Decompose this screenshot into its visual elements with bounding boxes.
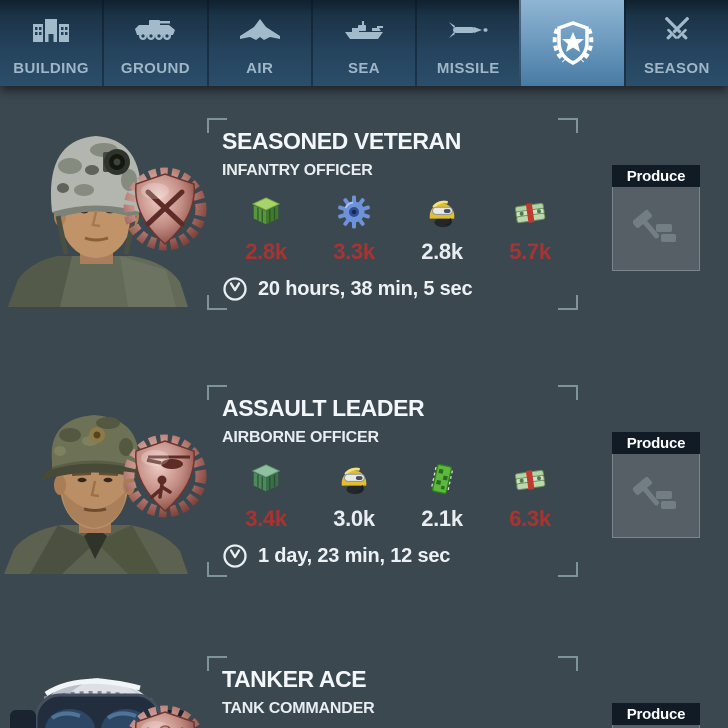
cost-value: 2.8k	[245, 239, 287, 264]
tab-building-label: BUILDING	[13, 60, 89, 77]
officer-class: TANK COMMANDER	[222, 700, 375, 717]
officer-card-tanker-ace[interactable]: TANKER ACE TANK COMMANDER	[0, 650, 728, 728]
tab-air[interactable]: AIR	[206, 0, 311, 86]
frame-corner	[558, 118, 578, 133]
frame-corner	[207, 656, 227, 671]
production-timer: 20 hours, 38 min, 5 sec	[222, 276, 578, 302]
frame-corner	[207, 385, 227, 400]
building-icon	[0, 12, 102, 48]
officer-name: TANKER ACE	[222, 666, 367, 692]
officer-badge-icon	[546, 16, 600, 70]
tank-commander-portrait	[10, 678, 186, 728]
tab-building[interactable]: BUILDING	[0, 0, 102, 86]
timer-text: 20 hours, 38 min, 5 sec	[258, 277, 473, 300]
tab-sea[interactable]: SEA	[310, 0, 415, 86]
frame-corner	[207, 295, 227, 310]
gear-icon	[310, 193, 398, 231]
cost-value: 3.0k	[333, 506, 375, 531]
clock-icon	[223, 277, 247, 301]
produce-module: Produce	[612, 432, 700, 538]
card-frame	[207, 385, 578, 577]
cost-electronics: 2.1k	[398, 460, 486, 532]
cost-value: 6.3k	[509, 506, 551, 531]
cost-value: 2.8k	[421, 239, 463, 264]
frame-corner	[558, 295, 578, 310]
missile-icon	[417, 12, 519, 48]
cost-supplies: 3.4k	[222, 460, 310, 532]
infantry-officer-portrait	[8, 136, 188, 307]
supply-crate-icon	[222, 193, 310, 231]
frame-corner	[558, 562, 578, 577]
infantry-medal	[123, 167, 207, 251]
tab-sea-label: SEA	[347, 60, 380, 77]
timer-text: 1 day, 23 min, 12 sec	[258, 544, 451, 567]
crossed-swords-icon	[626, 12, 728, 48]
officer-card-seasoned-veteran[interactable]: SEASONED VETERAN INFANTRY OFFICER 2.8k	[0, 112, 728, 322]
cash-icon	[486, 193, 574, 231]
tab-missile-label: MISSILE	[436, 60, 500, 77]
officer-card-assault-leader[interactable]: ASSAULT LEADER AIRBORNE OFFICER 3.4k	[0, 379, 728, 589]
cost-parts: 3.3k	[310, 193, 398, 265]
frame-corner	[558, 656, 578, 671]
produce-button[interactable]	[612, 725, 700, 728]
cost-value: 3.4k	[245, 506, 287, 531]
airborne-officer-portrait	[4, 415, 188, 574]
tab-officers[interactable]	[519, 0, 624, 86]
officer-name: ASSAULT LEADER	[222, 395, 425, 421]
produce-button[interactable]	[612, 454, 700, 538]
stealth-bomber-icon	[209, 12, 311, 48]
cost-supplies: 2.8k	[222, 193, 310, 265]
warship-icon	[313, 12, 415, 48]
top-tab-bar: BUILDING GROUND AIR	[0, 0, 728, 86]
circuit-board-icon	[398, 460, 486, 498]
tab-ground-label: GROUND	[120, 60, 190, 77]
tab-season-label: SEASON	[643, 60, 710, 77]
airborne-medal	[123, 434, 207, 518]
produce-label: Produce	[612, 432, 700, 454]
frame-corner	[558, 385, 578, 400]
tanker-medal	[128, 705, 202, 728]
helmet-icon	[310, 460, 398, 498]
helmet-icon	[398, 193, 486, 231]
clock-icon	[223, 544, 247, 568]
produce-label: Produce	[612, 165, 700, 187]
officer-class: AIRBORNE OFFICER	[222, 429, 379, 446]
cost-manpower: 3.0k	[310, 460, 398, 532]
cost-cash: 5.7k	[486, 193, 574, 265]
cost-value: 3.3k	[333, 239, 375, 264]
cost-manpower: 2.8k	[398, 193, 486, 265]
tab-missile[interactable]: MISSILE	[415, 0, 519, 86]
produce-module: Produce	[612, 703, 700, 728]
tab-season[interactable]: SEASON	[623, 0, 728, 86]
cost-value: 5.7k	[509, 239, 551, 264]
cost-row: 3.4k 3.0k	[222, 460, 574, 532]
officer-name: SEASONED VETERAN	[222, 128, 461, 154]
tab-ground[interactable]: GROUND	[102, 0, 206, 86]
supply-crate-icon	[222, 460, 310, 498]
frame-corner	[207, 562, 227, 577]
produce-label: Produce	[612, 703, 700, 725]
cash-icon	[486, 460, 574, 498]
cost-row: 2.8k	[222, 193, 574, 265]
card-frame	[207, 656, 578, 728]
frame-corner	[207, 118, 227, 133]
produce-module: Produce	[612, 165, 700, 271]
production-timer: 1 day, 23 min, 12 sec	[222, 543, 578, 569]
produce-button[interactable]	[612, 187, 700, 271]
apc-icon	[104, 12, 206, 48]
cost-value: 2.1k	[421, 506, 463, 531]
tab-air-label: AIR	[246, 60, 274, 77]
build-hammer-icon	[633, 209, 676, 242]
card-frame	[207, 118, 578, 310]
officer-class: INFANTRY OFFICER	[222, 162, 373, 179]
officer-list: SEASONED VETERAN INFANTRY OFFICER 2.8k	[0, 86, 728, 728]
cost-cash: 6.3k	[486, 460, 574, 532]
build-hammer-icon	[633, 476, 676, 509]
